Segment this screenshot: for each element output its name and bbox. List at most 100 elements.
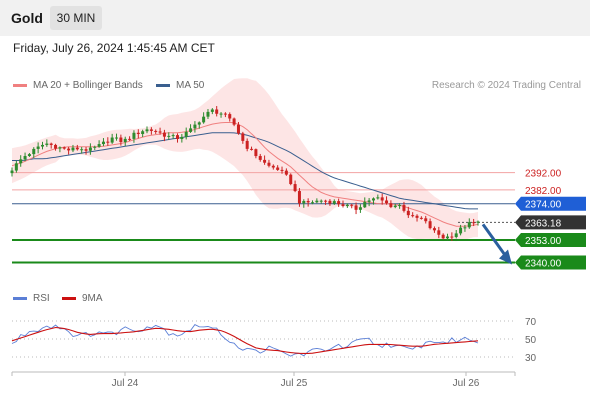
rsi-legend-label: RSI xyxy=(33,293,50,304)
candle-body xyxy=(197,122,201,125)
candle-body xyxy=(402,205,406,211)
candle-body xyxy=(71,147,75,151)
candle-body xyxy=(437,230,441,235)
candle-body xyxy=(328,200,332,204)
candle-body xyxy=(271,165,275,168)
candle-body xyxy=(123,138,127,143)
candle-body xyxy=(88,147,92,151)
candle-body xyxy=(454,233,458,237)
candle-body xyxy=(27,154,31,157)
candle-body xyxy=(406,210,410,216)
candle-body xyxy=(354,205,358,210)
candle-body xyxy=(441,234,445,239)
candle-body xyxy=(10,170,14,174)
candle-body xyxy=(167,135,171,137)
candle-body xyxy=(446,236,450,239)
candle-body xyxy=(393,205,397,208)
credit-text: Research © 2024 Trading Central xyxy=(431,80,581,91)
candle-body xyxy=(419,217,423,219)
candle-body xyxy=(232,118,236,125)
candle-body xyxy=(175,135,179,140)
candle-body xyxy=(380,197,384,201)
candle-body xyxy=(154,130,158,132)
candle-body xyxy=(302,200,306,204)
candle-body xyxy=(149,129,153,131)
candle-body xyxy=(337,201,341,205)
candle-body xyxy=(315,200,319,203)
bollinger-band xyxy=(12,78,478,242)
candle-body xyxy=(80,149,84,151)
rsi-tick-label: 70 xyxy=(525,317,537,328)
candle-body xyxy=(106,141,110,143)
candle-body xyxy=(341,204,345,207)
pivot-badge xyxy=(515,196,586,211)
resistance-label: 2392.00 xyxy=(525,169,562,180)
candle-body xyxy=(276,167,280,170)
rsi9-swatch xyxy=(62,297,76,300)
candle-body xyxy=(367,200,371,202)
rsi9-line xyxy=(11,326,479,354)
candle-body xyxy=(376,197,380,199)
candle-body xyxy=(424,218,428,222)
ma50-line xyxy=(12,132,478,210)
x-tick-label: Jul 26 xyxy=(453,378,480,389)
candle-body xyxy=(19,159,23,164)
candle-body xyxy=(36,146,40,149)
candle-body xyxy=(432,228,436,231)
timeframe-button[interactable]: 30 MIN xyxy=(50,6,102,30)
x-axis: Jul 24 Jul 25 Jul 26 xyxy=(11,371,516,389)
datetime-label: Friday, July 26, 2024 1:45:45 AM CET xyxy=(13,41,215,55)
candle-body xyxy=(297,191,301,204)
candle-body xyxy=(97,144,101,147)
candle-body xyxy=(115,137,119,139)
x-tick-label: Jul 25 xyxy=(281,378,308,389)
candle-body xyxy=(345,204,349,207)
candle-body xyxy=(54,144,58,149)
candle-body xyxy=(75,147,79,150)
support-badge-label: 2340.00 xyxy=(525,258,562,269)
bollinger-band-layer xyxy=(12,78,478,242)
candle-body xyxy=(67,148,71,151)
candle-body xyxy=(254,149,258,157)
candle-body xyxy=(319,200,323,202)
candle-body xyxy=(62,147,66,149)
candle-body xyxy=(258,156,262,160)
candle-body xyxy=(476,221,480,223)
current-badge-label: 2363.18 xyxy=(525,218,562,229)
rsi9-legend-label: 9MA xyxy=(82,293,103,304)
candle-body xyxy=(241,133,245,141)
support-badge xyxy=(515,232,586,247)
candle-body xyxy=(267,162,271,166)
ma20-legend-label: MA 20 + Bollinger Bands xyxy=(33,80,143,91)
price-badges-layer: 2392.00 2382.00 2374.00 2363.18 2353.00 2340.… xyxy=(515,169,586,270)
candle-body xyxy=(236,124,240,134)
candle-body xyxy=(210,109,214,112)
candle-body xyxy=(415,215,419,218)
candle-body xyxy=(459,227,463,234)
candle-body xyxy=(215,109,219,114)
candle-body xyxy=(202,116,206,123)
x-tick-label: Jul 24 xyxy=(112,378,139,389)
candle-body xyxy=(93,146,97,148)
candle-body xyxy=(171,135,175,137)
candle-body xyxy=(289,174,293,185)
candle-body xyxy=(228,114,232,119)
candle-body xyxy=(371,198,375,201)
candles-layer xyxy=(10,106,480,241)
instrument-title: Gold xyxy=(11,10,43,26)
candle-body xyxy=(40,144,44,147)
ma50-swatch xyxy=(156,84,170,87)
legend-ma20: MA 20 + Bollinger Bands xyxy=(13,80,143,91)
candle-body xyxy=(324,200,328,202)
candle-body xyxy=(189,128,193,132)
candle-body xyxy=(219,113,223,115)
candle-body xyxy=(450,236,454,238)
candle-body xyxy=(110,137,114,143)
rsi-swatch xyxy=(13,297,27,300)
candle-body xyxy=(293,184,297,192)
candle-body xyxy=(358,207,362,210)
candle-body xyxy=(428,221,432,229)
candle-body xyxy=(128,138,132,140)
candle-body xyxy=(398,205,402,207)
